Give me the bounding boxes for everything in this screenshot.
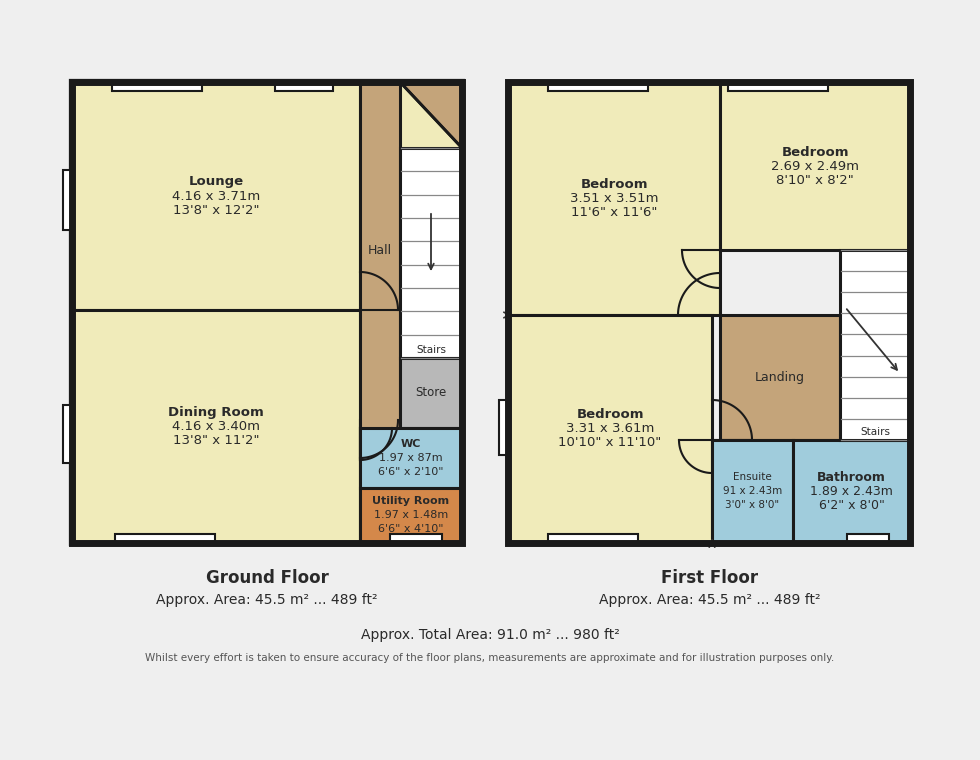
Bar <box>63 405 72 463</box>
Text: 3.51 x 3.51m: 3.51 x 3.51m <box>569 192 659 205</box>
Text: 13'8" x 12'2": 13'8" x 12'2" <box>172 204 260 217</box>
Text: Landing: Landing <box>755 371 805 384</box>
Bar <box>499 400 508 455</box>
Bar <box>112 82 202 91</box>
Text: 11'6" x 11'6": 11'6" x 11'6" <box>570 206 658 219</box>
Text: 4.16 x 3.40m: 4.16 x 3.40m <box>172 420 260 433</box>
Bar <box>508 82 720 315</box>
Text: Stairs: Stairs <box>860 427 890 437</box>
Text: WC: WC <box>401 439 421 449</box>
Bar <box>390 534 442 543</box>
Text: 3.31 x 3.61m: 3.31 x 3.61m <box>565 423 655 435</box>
Text: 1.89 x 2.43m: 1.89 x 2.43m <box>810 485 893 498</box>
Polygon shape <box>400 82 462 148</box>
Text: Bedroom: Bedroom <box>580 178 648 191</box>
Bar <box>72 310 360 543</box>
Bar <box>712 440 793 543</box>
Bar <box>63 170 72 230</box>
Text: Ground Floor: Ground Floor <box>206 569 328 587</box>
Bar <box>508 82 910 543</box>
Bar <box>72 82 462 543</box>
Text: Approx. Total Area: 91.0 m² ... 980 ft²: Approx. Total Area: 91.0 m² ... 980 ft² <box>361 628 619 642</box>
Text: Ensuite: Ensuite <box>733 473 772 483</box>
Text: 1.97 x 87m: 1.97 x 87m <box>379 453 443 463</box>
Bar <box>840 250 910 440</box>
Text: Stairs: Stairs <box>416 345 446 355</box>
Text: Lounge: Lounge <box>188 176 244 188</box>
Bar <box>400 148 462 358</box>
Bar <box>793 440 910 543</box>
Text: Bedroom: Bedroom <box>576 409 644 422</box>
Text: Dining Room: Dining Room <box>169 406 264 419</box>
Bar <box>548 82 648 91</box>
Text: Store: Store <box>416 387 447 400</box>
Bar <box>548 534 638 543</box>
Bar <box>72 82 462 543</box>
Text: First Floor: First Floor <box>662 569 759 587</box>
Bar <box>720 82 910 250</box>
Text: Whilst every effort is taken to ensure accuracy of the floor plans, measurements: Whilst every effort is taken to ensure a… <box>145 653 835 663</box>
Text: 13'8" x 11'2": 13'8" x 11'2" <box>172 434 260 447</box>
Text: Approx. Area: 45.5 m² ... 489 ft²: Approx. Area: 45.5 m² ... 489 ft² <box>599 593 821 607</box>
Text: 8'10" x 8'2": 8'10" x 8'2" <box>776 173 854 186</box>
Text: 1.97 x 1.48m: 1.97 x 1.48m <box>374 511 448 521</box>
Text: Hall: Hall <box>368 245 392 258</box>
Bar <box>360 82 400 543</box>
Bar <box>275 82 333 91</box>
Bar <box>360 428 462 488</box>
Bar <box>72 82 360 310</box>
Text: 6'6" x 4'10": 6'6" x 4'10" <box>378 524 444 534</box>
Text: 4.16 x 3.71m: 4.16 x 3.71m <box>172 189 260 202</box>
Text: Bathroom: Bathroom <box>817 471 886 484</box>
Bar <box>115 534 215 543</box>
Bar <box>728 82 828 91</box>
Text: Utility Room: Utility Room <box>372 496 450 506</box>
Text: 91 x 2.43m: 91 x 2.43m <box>723 486 782 496</box>
Text: 6'2" x 8'0": 6'2" x 8'0" <box>818 499 884 512</box>
Bar <box>400 358 462 428</box>
Text: Bedroom: Bedroom <box>781 145 849 159</box>
Bar <box>360 488 462 543</box>
Bar <box>847 534 889 543</box>
Bar <box>720 315 840 440</box>
Text: 2.69 x 2.49m: 2.69 x 2.49m <box>771 160 859 173</box>
Text: Approx. Area: 45.5 m² ... 489 ft²: Approx. Area: 45.5 m² ... 489 ft² <box>156 593 377 607</box>
Text: 6'6" x 2'10": 6'6" x 2'10" <box>378 467 444 477</box>
Bar <box>508 315 712 543</box>
Text: 3'0" x 8'0": 3'0" x 8'0" <box>725 501 779 511</box>
Text: 10'10" x 11'10": 10'10" x 11'10" <box>559 436 662 449</box>
